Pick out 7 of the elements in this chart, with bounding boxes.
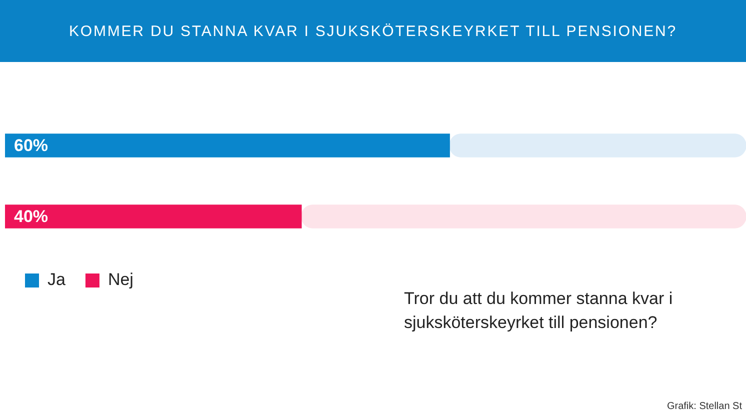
chart-title: KOMMER DU STANNA KVAR I SJUKSKÖTERSKEYRKET TILL PENSIONEN? <box>0 0 746 62</box>
legend-label: Nej <box>108 270 134 290</box>
data-label: 60% <box>14 136 48 156</box>
text: Grafik: Stellan St <box>666 401 742 412</box>
data-label: 40% <box>14 207 48 226</box>
legend-label: Ja <box>48 270 66 290</box>
text: Tror du att du kommer stanna kvar i sjuksköterskeyrket till pensionen? <box>404 288 674 334</box>
